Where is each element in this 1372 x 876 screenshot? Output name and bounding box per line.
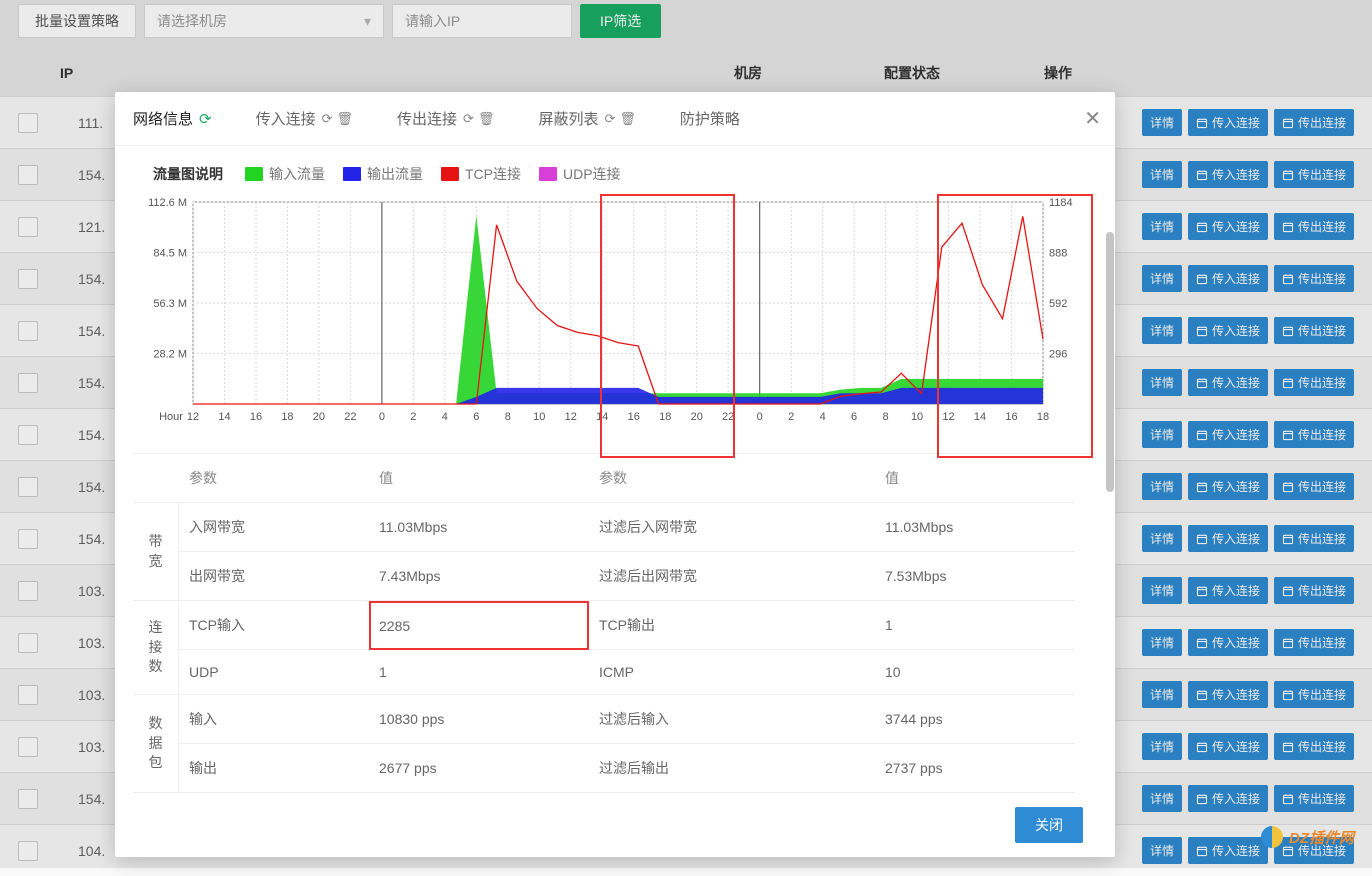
param: UDP: [179, 650, 369, 695]
svg-text:0: 0: [379, 411, 385, 423]
value: 1: [369, 650, 589, 695]
svg-text:112.6 M: 112.6 M: [148, 197, 187, 209]
param: TCP输入: [179, 601, 369, 650]
svg-text:28.2 M: 28.2 M: [153, 348, 187, 360]
svg-text:12: 12: [565, 411, 577, 423]
param: TCP输出: [589, 601, 875, 650]
tab-policy[interactable]: 防护策略: [680, 108, 740, 129]
svg-text:18: 18: [1037, 411, 1049, 423]
param: 过滤后输入: [589, 695, 875, 744]
svg-text:20: 20: [691, 411, 703, 423]
svg-text:4: 4: [820, 411, 826, 423]
svg-text:10: 10: [911, 411, 923, 423]
svg-text:2: 2: [788, 411, 794, 423]
trash-icon[interactable]: 🗑: [619, 111, 636, 127]
svg-text:6: 6: [473, 411, 479, 423]
svg-text:2: 2: [410, 411, 416, 423]
tab-inbound[interactable]: 传入连接 ⟳🗑: [256, 108, 353, 129]
refresh-icon[interactable]: ⟳: [604, 111, 615, 127]
traffic-chart: 112.6 M 84.5 M 56.3 M 28.2 M 1184 888 592 296 12…: [133, 194, 1097, 441]
value: 7.53Mbps: [875, 552, 1075, 601]
modal-tabs: 网络信息 ⟳ 传入连接 ⟳🗑 传出连接 ⟳🗑 屏蔽列表 ⟳🗑 防护策略 ✕: [115, 92, 1115, 146]
close-icon[interactable]: ✕: [1084, 106, 1101, 131]
svg-text:16: 16: [628, 411, 640, 423]
param: 输出: [179, 744, 369, 793]
value: 11.03Mbps: [369, 503, 589, 552]
value: 2737 pps: [875, 744, 1075, 793]
svg-text:18: 18: [659, 411, 671, 423]
scrollbar[interactable]: [1106, 232, 1114, 492]
value: 11.03Mbps: [875, 503, 1075, 552]
svg-text:Hour: Hour: [159, 411, 183, 423]
modal-body: 流量图说明 输入流量输出流量TCP连接UDP连接 112.6 M 84.5 M 56…: [115, 146, 1115, 857]
svg-text:18: 18: [281, 411, 293, 423]
svg-text:0: 0: [757, 411, 763, 423]
svg-text:592: 592: [1049, 298, 1067, 310]
svg-text:22: 22: [722, 411, 734, 423]
legend-swatch: [441, 167, 459, 181]
legend-swatch: [343, 167, 361, 181]
svg-text:16: 16: [250, 411, 262, 423]
chart-legend: 流量图说明 输入流量输出流量TCP连接UDP连接: [153, 164, 1091, 184]
refresh-icon[interactable]: ⟳: [322, 111, 333, 127]
param: 过滤后出网带宽: [589, 552, 875, 601]
svg-text:888: 888: [1049, 248, 1067, 260]
param: 入网带宽: [179, 503, 369, 552]
svg-text:84.5 M: 84.5 M: [153, 247, 187, 259]
svg-text:10: 10: [533, 411, 545, 423]
svg-text:12: 12: [187, 411, 199, 423]
tab-blocklist[interactable]: 屏蔽列表 ⟳🗑: [538, 108, 635, 129]
group-label: 带宽: [133, 503, 179, 601]
param: 过滤后入网带宽: [589, 503, 875, 552]
svg-text:56.3 M: 56.3 M: [153, 298, 187, 310]
value: 10830 pps: [369, 695, 589, 744]
blank: [133, 454, 179, 503]
watermark: DZ插件网: [1261, 826, 1354, 848]
param: 出网带宽: [179, 552, 369, 601]
chart-svg: 112.6 M 84.5 M 56.3 M 28.2 M 1184 888 592 296 12…: [133, 194, 1093, 436]
value: 7.43Mbps: [369, 552, 589, 601]
tab-outbound[interactable]: 传出连接 ⟳🗑: [397, 108, 494, 129]
svg-text:22: 22: [344, 411, 356, 423]
group-label: 连接数: [133, 601, 179, 695]
param: ICMP: [589, 650, 875, 695]
logo-icon: [1261, 826, 1283, 848]
stats-table: 参数值参数值带宽入网带宽11.03Mbps过滤后入网带宽11.03Mbps出网带…: [133, 453, 1097, 793]
trash-icon[interactable]: 🗑: [478, 111, 495, 127]
legend-swatch: [539, 167, 557, 181]
th-value: 值: [369, 454, 589, 503]
th-value2: 值: [875, 454, 1075, 503]
svg-text:14: 14: [974, 411, 986, 423]
svg-text:8: 8: [505, 411, 511, 423]
svg-text:8: 8: [883, 411, 889, 423]
close-button[interactable]: 关闭: [1015, 807, 1083, 843]
svg-text:1184: 1184: [1049, 197, 1073, 209]
svg-text:16: 16: [1005, 411, 1017, 423]
value: 2285: [369, 601, 589, 650]
th-param2: 参数: [589, 454, 875, 503]
refresh-icon[interactable]: ⟳: [463, 111, 474, 127]
value: 10: [875, 650, 1075, 695]
svg-text:6: 6: [851, 411, 857, 423]
legend-swatch: [245, 167, 263, 181]
svg-text:14: 14: [218, 411, 230, 423]
th-param: 参数: [179, 454, 369, 503]
param: 输入: [179, 695, 369, 744]
svg-text:296: 296: [1049, 349, 1067, 361]
param: 过滤后输出: [589, 744, 875, 793]
group-label: 数据包: [133, 695, 179, 793]
refresh-icon[interactable]: ⟳: [199, 110, 212, 128]
svg-text:4: 4: [442, 411, 448, 423]
svg-text:12: 12: [942, 411, 954, 423]
svg-text:14: 14: [596, 411, 608, 423]
value: 2677 pps: [369, 744, 589, 793]
value: 1: [875, 601, 1075, 650]
trash-icon[interactable]: 🗑: [337, 111, 354, 127]
svg-text:20: 20: [313, 411, 325, 423]
value: 3744 pps: [875, 695, 1075, 744]
legend-title: 流量图说明: [153, 164, 223, 184]
tab-network-info[interactable]: 网络信息 ⟳: [133, 108, 212, 129]
network-modal: 网络信息 ⟳ 传入连接 ⟳🗑 传出连接 ⟳🗑 屏蔽列表 ⟳🗑 防护策略 ✕ 流量…: [115, 92, 1115, 857]
